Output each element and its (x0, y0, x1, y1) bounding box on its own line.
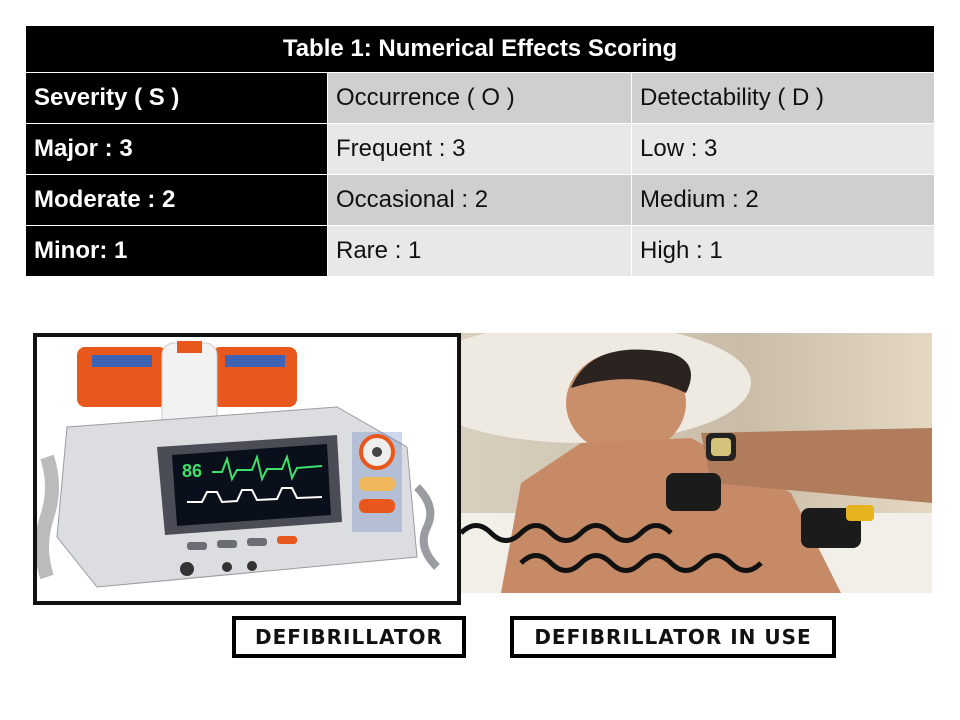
defibrillator-in-use-photo (461, 333, 932, 593)
cable-coil-right (414, 484, 440, 570)
port-icon (180, 562, 194, 576)
ecg-trace (212, 453, 323, 482)
detectability-cell: Medium : 2 (631, 174, 935, 226)
table-header-row: Severity ( S ) Occurrence ( O ) Detectab… (25, 72, 935, 124)
monitor-screen (172, 444, 331, 526)
caption-defibrillator-in-use: DEFIBRILLATOR IN USE (510, 616, 836, 658)
paddle-right-handle (225, 355, 285, 367)
severity-cell: Moderate : 2 (25, 174, 328, 226)
patient-illustration (461, 333, 932, 593)
detectability-cell: High : 1 (631, 225, 935, 277)
table-title: Table 1: Numerical Effects Scoring (25, 25, 935, 73)
scoring-table: Table 1: Numerical Effects Scoring Sever… (25, 25, 935, 277)
pleth-trace (187, 487, 323, 504)
severity-cell: Minor: 1 (25, 225, 328, 277)
occurrence-cell: Rare : 1 (327, 225, 632, 277)
header-detectability: Detectability ( D ) (631, 72, 935, 124)
clinician-arm (701, 428, 932, 503)
cord-coil (519, 553, 763, 573)
paddle-chest-lower (801, 508, 861, 548)
table-row: Major : 3 Frequent : 3 Low : 3 (25, 123, 935, 175)
cable-coil (37, 454, 59, 580)
header-occurrence: Occurrence ( O ) (327, 72, 632, 124)
defibrillator-illustration: 86 (37, 341, 440, 588)
patient-hair (571, 349, 691, 393)
gel-cap (177, 341, 202, 353)
occurrence-cell: Frequent : 3 (327, 123, 632, 175)
caption-defibrillator: DEFIBRILLATOR (232, 616, 466, 658)
paddle-chest-upper (666, 473, 721, 511)
table-row: Minor: 1 Rare : 1 High : 1 (25, 225, 935, 277)
table-row: Moderate : 2 Occasional : 2 Medium : 2 (25, 174, 935, 226)
detectability-cell: Low : 3 (631, 123, 935, 175)
paddle-left-handle (92, 355, 152, 367)
header-severity: Severity ( S ) (25, 72, 328, 124)
shock-button-icon (359, 499, 395, 513)
heart-rate-readout: 86 (182, 461, 202, 481)
severity-cell: Major : 3 (25, 123, 328, 175)
cord-coil (461, 523, 673, 543)
defibrillator-photo: 86 (33, 333, 461, 605)
occurrence-cell: Occasional : 2 (327, 174, 632, 226)
charge-button-icon (359, 477, 395, 491)
